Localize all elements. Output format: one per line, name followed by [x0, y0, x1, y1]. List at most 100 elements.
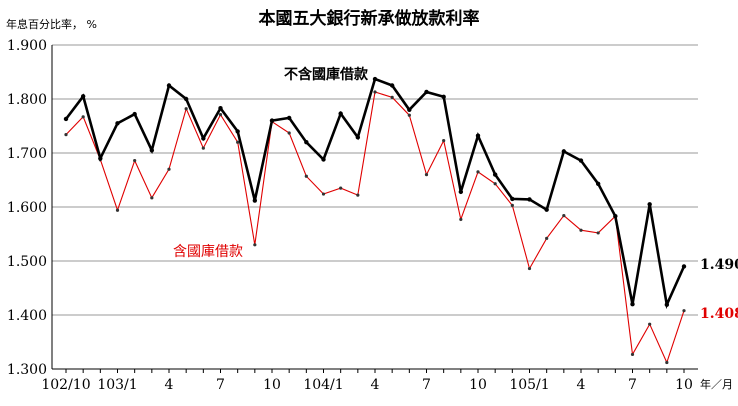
data-point	[64, 133, 68, 137]
series-label-incl-treasury: 含國庫借款	[173, 243, 243, 260]
end-value-label-incl-treasury: 1.408	[700, 306, 738, 322]
data-point	[269, 118, 275, 123]
data-point	[339, 186, 343, 190]
data-point	[441, 94, 446, 100]
series-line-incl-treasury	[65, 91, 685, 365]
data-point	[338, 111, 343, 116]
chart-title: 本國五大銀行新承做放款利率	[259, 8, 480, 29]
y-tick-labels: 1.900 1.800 1.700 1.600 1.500 1.400 1.300	[7, 38, 47, 378]
end-value-label-excl-treasury: 1.490	[700, 257, 738, 273]
data-point	[442, 138, 446, 143]
x-tick-label: 4	[577, 377, 586, 393]
data-point	[545, 236, 549, 240]
data-point	[321, 157, 326, 162]
axes	[51, 45, 698, 373]
x-tick-label: 7	[216, 377, 225, 393]
x-tick-label: 10	[263, 377, 281, 393]
data-point	[527, 197, 532, 202]
data-point	[510, 203, 514, 207]
data-point	[304, 174, 308, 178]
data-point	[149, 148, 155, 153]
data-point	[166, 83, 172, 88]
data-point	[253, 243, 257, 247]
data-point	[286, 115, 292, 121]
data-point	[579, 228, 583, 232]
data-point	[132, 111, 137, 117]
x-tick-label: 10	[675, 377, 693, 393]
data-point	[424, 173, 429, 177]
data-point	[458, 189, 464, 195]
data-point	[578, 158, 584, 163]
y-tick-label: 1.900	[7, 38, 47, 54]
data-point	[287, 131, 291, 135]
x-axis-label: 年／月	[700, 377, 733, 391]
data-point	[236, 140, 240, 144]
data-point	[630, 352, 635, 357]
y-tick-label: 1.400	[7, 308, 47, 324]
data-point	[98, 156, 103, 161]
data-point	[235, 129, 240, 134]
data-point	[390, 95, 394, 99]
data-point	[133, 158, 137, 163]
data-point	[218, 113, 223, 117]
data-point	[252, 198, 258, 203]
data-point	[475, 133, 481, 138]
data-point	[201, 136, 206, 141]
data-point	[596, 231, 600, 235]
data-point	[407, 113, 411, 117]
data-point	[681, 264, 687, 269]
data-point	[664, 302, 670, 307]
x-tick-label: 103/1	[97, 377, 137, 393]
y-tick-label: 1.500	[7, 254, 47, 270]
data-point	[630, 302, 635, 307]
x-tick-label: 4	[165, 377, 174, 393]
data-point	[527, 266, 532, 271]
y-axis-label: 年息百分比率， %	[6, 17, 97, 31]
x-tick-label: 7	[628, 377, 637, 393]
y-tick-label: 1.700	[7, 146, 47, 162]
x-tick-label: 7	[422, 377, 431, 393]
series-lines	[63, 76, 687, 365]
data-point	[80, 94, 86, 99]
data-point	[201, 146, 205, 150]
data-point	[493, 182, 497, 186]
data-point	[81, 115, 85, 119]
data-point	[63, 116, 69, 122]
data-point	[492, 172, 498, 177]
data-point	[665, 360, 669, 365]
series-label-excl-treasury: 不含國庫借款	[284, 66, 369, 83]
data-point	[356, 193, 360, 197]
data-point	[562, 214, 566, 218]
y-tick-label: 1.600	[7, 200, 47, 216]
data-point	[424, 89, 429, 95]
data-point	[372, 76, 378, 82]
y-tick-label: 1.800	[7, 92, 47, 108]
data-point	[389, 83, 395, 88]
x-tick-labels: 102/10 103/1 4 7 10 104/1 4 7 10 105/1 4 7 10	[41, 377, 693, 393]
data-point	[321, 192, 326, 196]
data-point	[476, 170, 480, 174]
data-point	[355, 135, 361, 140]
data-point	[561, 149, 567, 154]
data-point	[682, 309, 686, 313]
data-point	[510, 196, 515, 202]
series-line-excl-treasury	[64, 77, 686, 310]
data-point	[407, 107, 412, 113]
data-point	[373, 90, 377, 94]
data-point	[595, 181, 601, 186]
x-tick-label: 10	[469, 377, 487, 393]
data-point	[544, 207, 549, 212]
data-point	[648, 322, 652, 326]
x-tick-label: 4	[371, 377, 380, 393]
x-tick-label: 102/10	[41, 377, 90, 393]
data-point	[647, 202, 652, 207]
x-tick-label: 105/1	[509, 377, 549, 393]
data-point	[115, 121, 120, 126]
data-point	[184, 107, 188, 111]
data-point	[218, 105, 223, 111]
data-point	[613, 213, 618, 219]
data-point	[167, 167, 171, 171]
